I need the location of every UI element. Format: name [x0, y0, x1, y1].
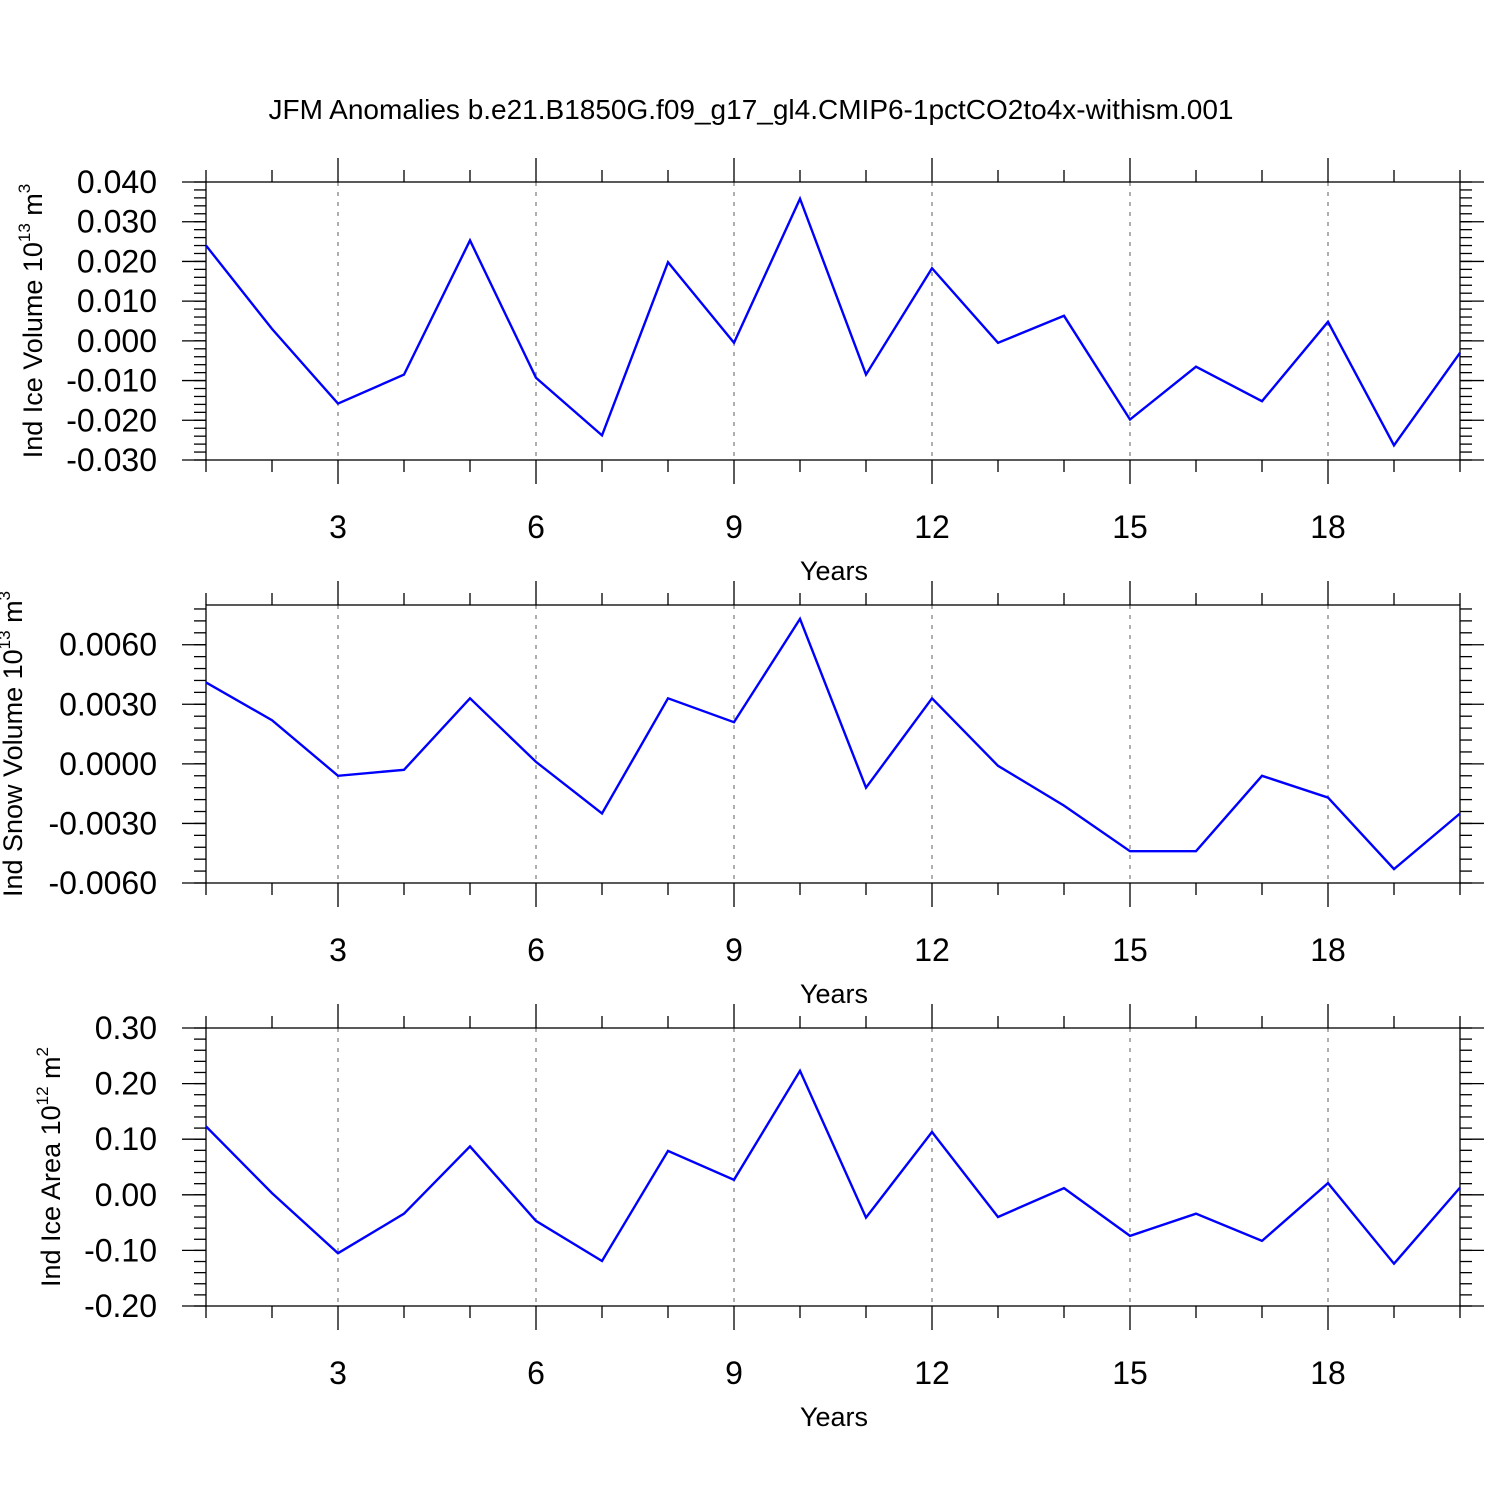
y-axis-label-exponent: 12 — [33, 1086, 52, 1105]
chart-title: JFM Anomalies b.e21.B1850G.f09_g17_gl4.C… — [269, 94, 1234, 125]
x-tick-label: 3 — [329, 932, 347, 968]
panel-2: -0.0060 -0.0030 0.0000 0.0030 0.0060 3 6 9 12 15 1… — [0, 581, 1484, 1009]
x-tick-label: 9 — [725, 932, 743, 968]
plot-frame — [205, 181, 1461, 461]
x-axis-label: Years — [800, 556, 868, 586]
y-axis-label: Ind Ice Volume 1013 m3 — [15, 184, 48, 459]
x-tick-label: 9 — [725, 1355, 743, 1391]
y-axis-label-exponent: 13 — [0, 630, 14, 649]
y-axis-label-exponent: 13 — [15, 223, 34, 242]
y-axis-label-unit-exponent: 3 — [0, 591, 14, 600]
y-tick-label: -0.10 — [84, 1232, 157, 1268]
x-tick-label: 9 — [725, 509, 743, 545]
plot-frame — [205, 1027, 1461, 1307]
x-tick-label: 18 — [1310, 509, 1346, 545]
y-axis-label-main: Ind Snow Volume 10 — [0, 649, 28, 897]
x-tick-label: 12 — [914, 509, 950, 545]
y-tick-label: -0.030 — [66, 442, 157, 478]
y-tick-label: 0.010 — [77, 283, 157, 319]
series-line — [205, 195, 1461, 448]
y-tick-label: 0.030 — [77, 204, 157, 240]
x-tick-label: 15 — [1112, 1355, 1148, 1391]
y-tick-label: 0.0000 — [59, 746, 157, 782]
x-tick-label: 6 — [527, 509, 545, 545]
y-axis-label-main: Ind Ice Area 10 — [36, 1105, 66, 1287]
y-axis-label-unit-exponent: 3 — [15, 184, 34, 193]
y-tick-label: 0.0060 — [59, 627, 157, 663]
y-axis-label: Ind Ice Area 1012 m2 — [33, 1047, 66, 1287]
series-line — [205, 616, 1461, 871]
y-tick-label: 0.30 — [95, 1010, 157, 1046]
x-tick-label: 3 — [329, 1355, 347, 1391]
x-tick-label: 15 — [1112, 932, 1148, 968]
x-tick-label: 12 — [914, 1355, 950, 1391]
y-axis-label-unit: m — [0, 600, 28, 630]
x-tick-label: 3 — [329, 509, 347, 545]
y-tick-label: 0.00 — [95, 1177, 157, 1213]
y-tick-label: 0.20 — [95, 1066, 157, 1102]
series-line — [205, 1068, 1461, 1266]
y-tick-label: 0.10 — [95, 1121, 157, 1157]
x-tick-label: 12 — [914, 932, 950, 968]
y-tick-label: -0.0030 — [48, 805, 157, 841]
y-tick-label: 0.000 — [77, 323, 157, 359]
y-tick-label: 0.040 — [77, 164, 157, 200]
y-axis-label-main: Ind Ice Volume 10 — [18, 242, 48, 458]
x-tick-label: 15 — [1112, 509, 1148, 545]
y-tick-label: -0.010 — [66, 363, 157, 399]
y-axis-label-unit: m — [18, 193, 48, 223]
y-axis-label-unit: m — [36, 1056, 66, 1086]
y-tick-label: 0.0030 — [59, 686, 157, 722]
y-tick-label: 0.020 — [77, 243, 157, 279]
y-tick-label: -0.0060 — [48, 865, 157, 901]
plot-frame — [205, 604, 1461, 884]
x-tick-label: 6 — [527, 1355, 545, 1391]
y-axis-label: Ind Snow Volume 1013 m3 — [0, 591, 28, 897]
x-tick-label: 18 — [1310, 1355, 1346, 1391]
x-axis-label: Years — [800, 1402, 868, 1432]
x-tick-label: 18 — [1310, 932, 1346, 968]
y-axis-label-unit-exponent: 2 — [33, 1047, 52, 1056]
panel-3: -0.20 -0.10 0.00 0.10 0.20 0.30 3 6 9 12 15 18 Years… — [33, 1004, 1484, 1432]
x-axis-label: Years — [800, 979, 868, 1009]
y-tick-label: -0.20 — [84, 1288, 157, 1324]
x-tick-label: 6 — [527, 932, 545, 968]
y-tick-label: -0.020 — [66, 402, 157, 438]
